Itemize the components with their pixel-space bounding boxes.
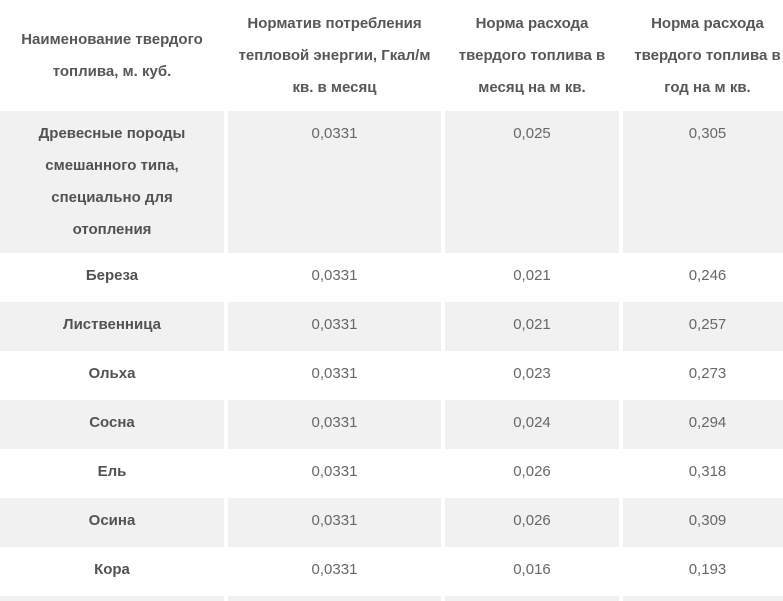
fuel-name-cell: Осина bbox=[0, 498, 228, 547]
fuel-name-cell: Лиственница bbox=[0, 302, 228, 351]
heat-norm-cell: 0,0331 bbox=[228, 351, 445, 400]
month-rate-cell: 0,061 bbox=[445, 596, 623, 601]
month-rate-cell: 0,023 bbox=[445, 351, 623, 400]
table-row: Ольха 0,0331 0,023 0,273 bbox=[0, 351, 783, 400]
table-row: Ель 0,0331 0,026 0,318 bbox=[0, 449, 783, 498]
table-row: Береза 0,0331 0,021 0,246 bbox=[0, 253, 783, 302]
header-row: Наименование твердого топлива, м. куб. Н… bbox=[0, 0, 783, 111]
month-rate-cell: 0,024 bbox=[445, 400, 623, 449]
heat-norm-cell: 0,0331 bbox=[228, 302, 445, 351]
year-rate-cell: 0,737 bbox=[623, 596, 783, 601]
heat-norm-cell: 0,0331 bbox=[228, 547, 445, 596]
month-rate-cell: 0,025 bbox=[445, 111, 623, 253]
year-rate-cell: 0,294 bbox=[623, 400, 783, 449]
month-rate-cell: 0,026 bbox=[445, 498, 623, 547]
month-rate-cell: 0,016 bbox=[445, 547, 623, 596]
table-row: Осина 0,0331 0,026 0,309 bbox=[0, 498, 783, 547]
fuel-name-cell: Береза bbox=[0, 253, 228, 302]
heat-norm-cell: 0,0331 bbox=[228, 111, 445, 253]
table-row: Сосна 0,0331 0,024 0,294 bbox=[0, 400, 783, 449]
heat-norm-cell: 0,0331 bbox=[228, 596, 445, 601]
year-rate-cell: 0,318 bbox=[623, 449, 783, 498]
month-rate-cell: 0,021 bbox=[445, 302, 623, 351]
table-row: Древесные опилки 0,0331 0,061 0,737 bbox=[0, 596, 783, 601]
fuel-name-cell: Ольха bbox=[0, 351, 228, 400]
fuel-name-cell: Древесные породы смешанного типа, специа… bbox=[0, 111, 228, 253]
fuel-name-cell: Кора bbox=[0, 547, 228, 596]
heat-norm-cell: 0,0331 bbox=[228, 449, 445, 498]
year-rate-cell: 0,246 bbox=[623, 253, 783, 302]
table-header: Наименование твердого топлива, м. куб. Н… bbox=[0, 0, 783, 111]
month-rate-cell: 0,026 bbox=[445, 449, 623, 498]
table-row: Кора 0,0331 0,016 0,193 bbox=[0, 547, 783, 596]
heat-norm-cell: 0,0331 bbox=[228, 253, 445, 302]
column-header-fuel-name: Наименование твердого топлива, м. куб. bbox=[0, 0, 228, 111]
year-rate-cell: 0,309 bbox=[623, 498, 783, 547]
column-header-heat-norm: Норматив потребления тепловой энергии, Г… bbox=[228, 0, 445, 111]
year-rate-cell: 0,193 bbox=[623, 547, 783, 596]
year-rate-cell: 0,257 bbox=[623, 302, 783, 351]
heat-norm-cell: 0,0331 bbox=[228, 498, 445, 547]
column-header-month-rate: Норма расхода твердого топлива в месяц н… bbox=[445, 0, 623, 111]
fuel-name-cell: Ель bbox=[0, 449, 228, 498]
table-row: Лиственница 0,0331 0,021 0,257 bbox=[0, 302, 783, 351]
fuel-name-cell: Древесные опилки bbox=[0, 596, 228, 601]
year-rate-cell: 0,273 bbox=[623, 351, 783, 400]
table-body: Древесные породы смешанного типа, специа… bbox=[0, 111, 783, 601]
table-row: Древесные породы смешанного типа, специа… bbox=[0, 111, 783, 253]
column-header-year-rate: Норма расхода твердого топлива в год на … bbox=[623, 0, 783, 111]
month-rate-cell: 0,021 bbox=[445, 253, 623, 302]
heat-norm-cell: 0,0331 bbox=[228, 400, 445, 449]
year-rate-cell: 0,305 bbox=[623, 111, 783, 253]
fuel-name-cell: Сосна bbox=[0, 400, 228, 449]
